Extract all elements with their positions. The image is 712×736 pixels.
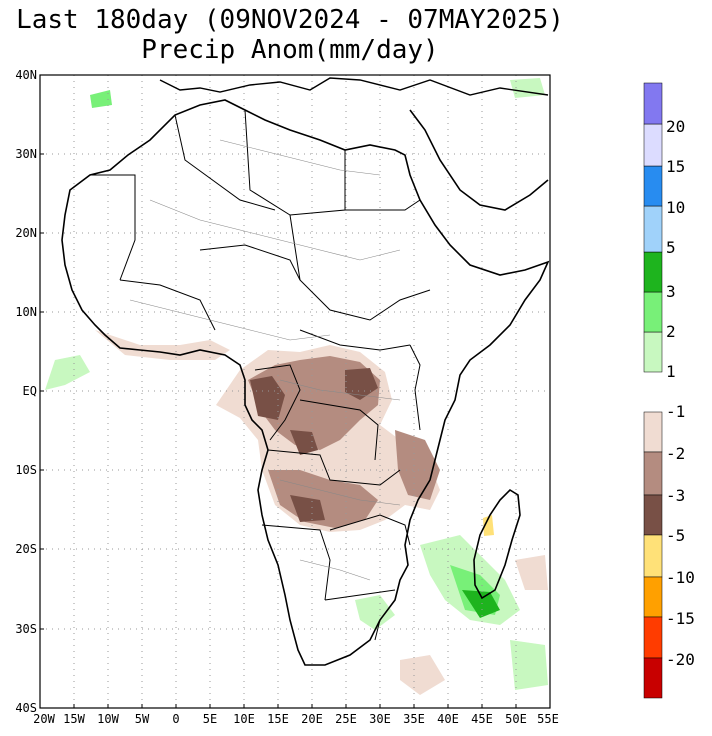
- colorbar-wet: 1 2 3 5 10 15 20: [643, 82, 685, 381]
- country-borders: [90, 109, 431, 641]
- map-title-line1: Last 180day (09NOV2024 - 07MAY2025): [16, 5, 564, 35]
- dry-anomaly-strong-2: [290, 430, 318, 455]
- lon-label-20e: 20E: [301, 712, 323, 726]
- wet-anomaly-sa-coast: [355, 595, 395, 630]
- lon-label-15e: 15E: [267, 712, 289, 726]
- lat-label-20n: 20N: [15, 226, 37, 240]
- cb-wet-3: [643, 251, 663, 293]
- cb-wet-label-20: 20: [666, 117, 685, 136]
- cb-dry-label-2: -2: [666, 444, 685, 463]
- cb-wet-7: [643, 82, 663, 125]
- cb-dry-5: [643, 576, 663, 618]
- admin-borders: [129, 139, 401, 581]
- madagascar-outline: [473, 488, 521, 600]
- lon-label-10w: 10W: [97, 712, 119, 726]
- lon-label-15w: 15W: [63, 712, 85, 726]
- wet-anomaly-north: [90, 90, 112, 108]
- graticule: [40, 75, 550, 708]
- lon-label-25e: 25E: [335, 712, 357, 726]
- cb-wet-label-1: 1: [666, 362, 676, 381]
- lon-label-55e: 55E: [537, 712, 559, 726]
- dry-anomaly-strong-4: [290, 495, 325, 522]
- lat-label-10n: 10N: [15, 305, 37, 319]
- lon-label-5e: 5E: [203, 712, 217, 726]
- cb-wet-5: [643, 165, 663, 207]
- lon-label-0: 0: [172, 712, 179, 726]
- lat-label-10s: 10S: [15, 463, 37, 477]
- wet-anomaly-ne: [510, 78, 545, 98]
- axis-ticks: [40, 74, 517, 709]
- lon-label-10e: 10E: [233, 712, 255, 726]
- lat-labels: 40N 30N 20N 10N EQ 10S 20S 30S 40S: [15, 68, 37, 715]
- lat-label-20s: 20S: [15, 542, 37, 556]
- lat-label-30s: 30S: [15, 622, 37, 636]
- cb-dry-label-3: -3: [666, 486, 685, 505]
- cb-wet-label-15: 15: [666, 157, 685, 176]
- map-title-line2: Precip Anom(mm/day): [141, 35, 439, 65]
- lon-label-35e: 35E: [403, 712, 425, 726]
- lon-labels: 20W 15W 10W 5W 0 5E 10E 15E 20E 25E 30E …: [33, 712, 559, 726]
- dry-anomaly-strong-1: [250, 376, 285, 420]
- arabia-outline: [409, 109, 549, 211]
- dry-anomaly-west-africa: [95, 330, 230, 360]
- anomaly-shading: [45, 78, 548, 695]
- lat-label-eq: EQ: [23, 384, 37, 398]
- wet-anomaly-core: [462, 590, 500, 618]
- cb-wet-2: [643, 291, 663, 333]
- cb-dry-4: [643, 534, 663, 578]
- cb-dry-2: [643, 451, 663, 496]
- cb-wet-4: [643, 205, 663, 253]
- cb-wet-label-3: 3: [666, 282, 676, 301]
- cb-dry-7: [643, 657, 663, 699]
- lon-label-45e: 45E: [471, 712, 493, 726]
- cb-wet-label-5: 5: [666, 238, 676, 257]
- cb-dry-label-15: -15: [666, 609, 695, 628]
- dry-anomaly-ocean-sw: [400, 655, 445, 695]
- africa-coastline: [61, 99, 550, 666]
- cb-dry-label-20: -20: [666, 650, 695, 669]
- madagascar-dry-yellow: [483, 515, 494, 536]
- lon-label-30e: 30E: [369, 712, 391, 726]
- lon-label-20w: 20W: [33, 712, 55, 726]
- lon-label-50e: 50E: [505, 712, 527, 726]
- lon-label-5w: 5W: [135, 712, 150, 726]
- europe-outline: [159, 77, 549, 96]
- cb-wet-label-10: 10: [666, 198, 685, 217]
- cb-dry-label-10: -10: [666, 568, 695, 587]
- colorbar-dry: -1 -2 -3 -5 -10 -15 -20: [643, 402, 695, 699]
- lat-label-40s: 40S: [15, 701, 37, 715]
- dry-anomaly-south-mid: [268, 470, 378, 528]
- cb-dry-6: [643, 616, 663, 659]
- lat-label-40n: 40N: [15, 68, 37, 82]
- cb-wet-label-2: 2: [666, 322, 676, 341]
- cb-wet-6: [643, 123, 663, 167]
- cb-wet-1: [643, 331, 663, 373]
- cb-dry-label-5: -5: [666, 526, 685, 545]
- cb-dry-1: [643, 411, 663, 453]
- lat-label-30n: 30N: [15, 147, 37, 161]
- dry-anomaly-ocean-se: [515, 555, 548, 590]
- cb-dry-label-1: -1: [666, 402, 685, 421]
- dry-anomaly-strong-3: [345, 368, 378, 400]
- wet-anomaly-sw-ocean: [45, 355, 90, 390]
- lon-label-40e: 40E: [437, 712, 459, 726]
- wet-anomaly-south-ocean: [510, 640, 548, 690]
- cb-dry-3: [643, 494, 663, 536]
